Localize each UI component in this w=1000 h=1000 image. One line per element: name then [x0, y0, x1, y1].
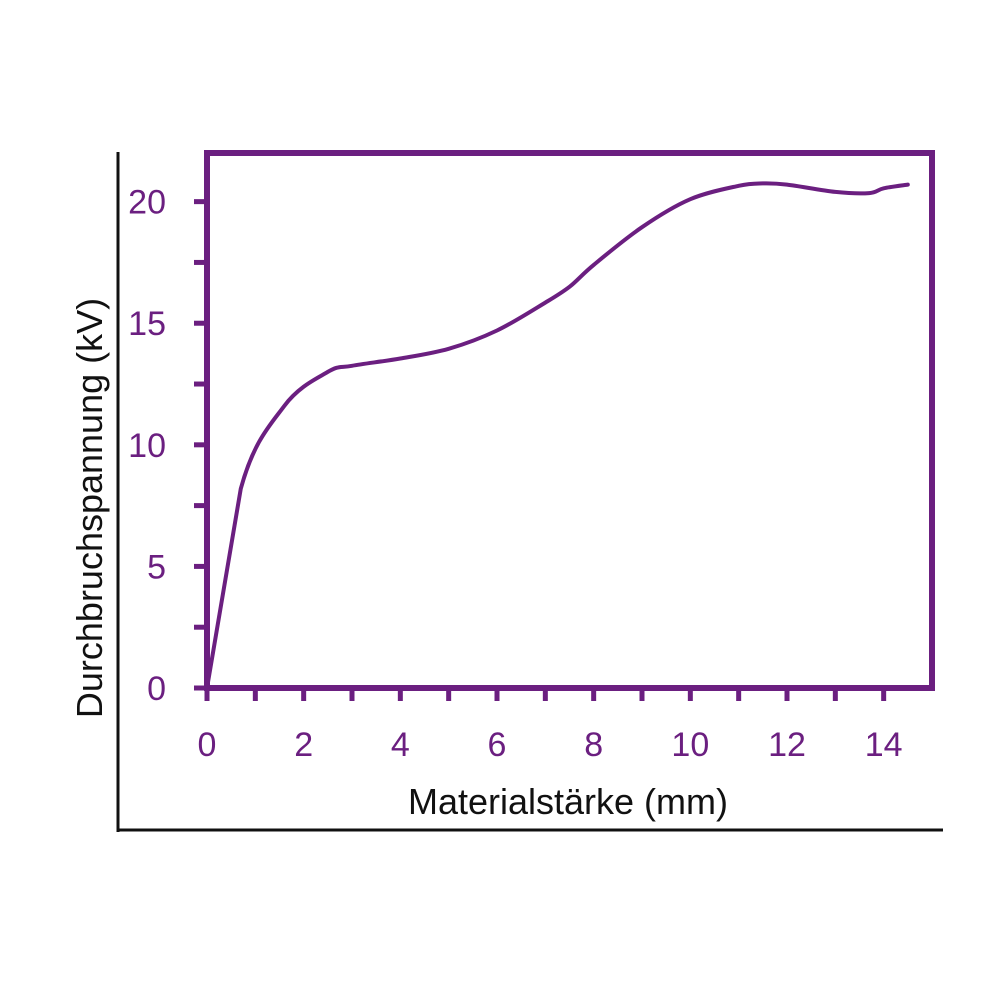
y-axis-title: Durchbruchspannung (kV) — [69, 298, 110, 718]
x-tick-label: 6 — [488, 726, 507, 764]
plot-area-border — [204, 150, 935, 691]
y-tick-label: 15 — [128, 305, 166, 343]
y-tick-label: 0 — [147, 670, 166, 708]
x-tick-label: 12 — [768, 726, 806, 764]
y-axis-tick-labels: 0 5 10 15 20 — [128, 184, 166, 708]
y-tick-label: 10 — [128, 427, 166, 465]
y-tick-label: 20 — [128, 184, 166, 222]
y-axis-ticks — [194, 199, 207, 691]
x-tick-label: 0 — [198, 726, 217, 764]
x-tick-label: 2 — [294, 726, 313, 764]
series-line — [205, 181, 910, 690]
x-axis-title: Materialstärke (mm) — [408, 781, 728, 822]
x-axis-tick-labels: 0 2 4 6 8 10 12 14 — [198, 726, 903, 764]
x-tick-label: 10 — [671, 726, 709, 764]
x-tick-label: 14 — [865, 726, 903, 764]
x-tick-label: 8 — [584, 726, 603, 764]
y-tick-label: 5 — [147, 548, 166, 586]
x-tick-label: 4 — [391, 726, 410, 764]
x-axis-ticks — [204, 688, 887, 701]
